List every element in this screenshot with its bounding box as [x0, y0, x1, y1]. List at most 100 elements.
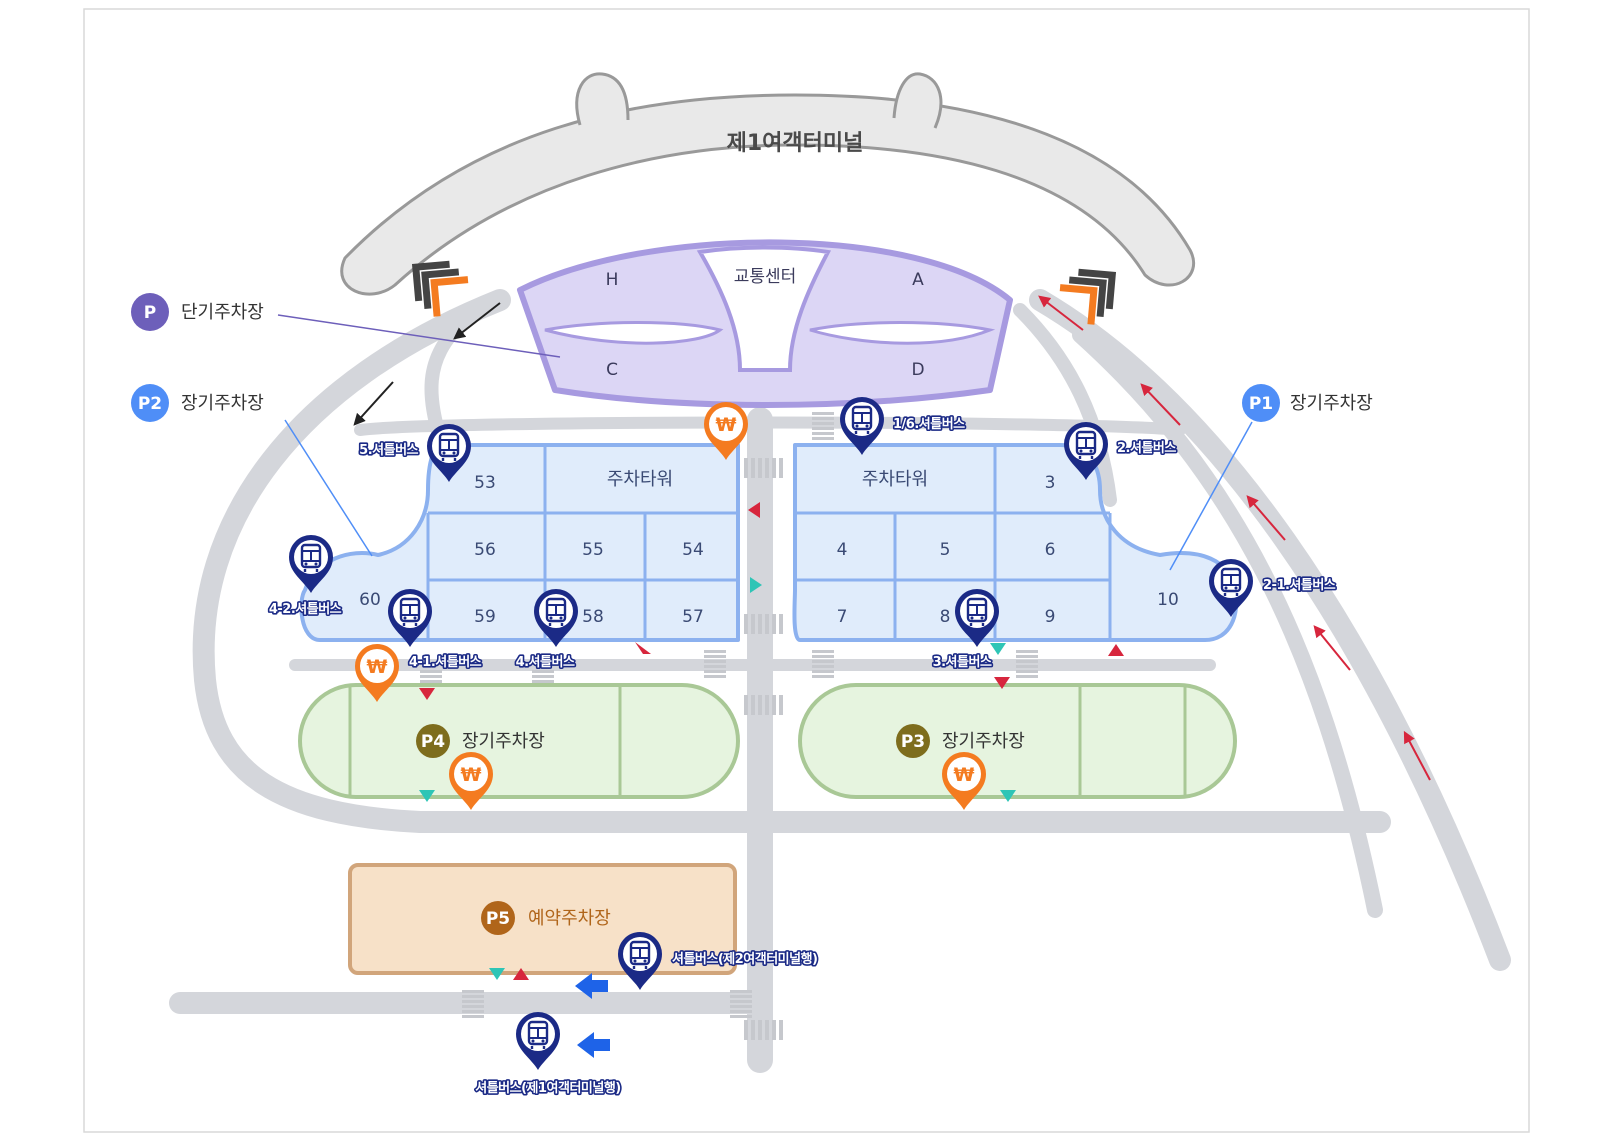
crosswalk-stripe: [420, 670, 442, 673]
zone-6: 6: [1045, 540, 1056, 560]
crosswalk-stripe: [462, 1010, 484, 1013]
shuttle-label-4: 4.셔틀버스: [516, 654, 575, 670]
crosswalk-stripe: [812, 422, 834, 425]
crosswalk-stripe: [420, 680, 442, 683]
crosswalk-stripe: [812, 417, 834, 420]
crosswalk-stripe: [730, 1005, 752, 1008]
shuttle-stop-to-t1[interactable]: 셔틀버스(제1여객터미널행): [474, 1010, 623, 1098]
crosswalk-stripe: [812, 412, 834, 415]
crosswalk-stripe: [462, 1015, 484, 1018]
chevron-right-icon: [1059, 268, 1117, 325]
toll-symbol: ₩: [367, 656, 388, 678]
crosswalk-stripe: [812, 437, 834, 440]
traffic-arrows: [353, 295, 1431, 781]
crosswalk-stripe: [744, 1020, 748, 1040]
zone-5: 5: [940, 540, 951, 560]
crosswalk-stripe: [758, 1020, 762, 1040]
crosswalk-stripe: [751, 614, 755, 634]
crosswalk-stripe: [704, 660, 726, 663]
crosswalk-stripe: [779, 458, 783, 478]
zone-d: D: [911, 360, 924, 380]
zone-10: 10: [1157, 590, 1179, 610]
p4-badge: [416, 724, 450, 758]
toll-pin-p4[interactable]: ₩: [449, 752, 493, 810]
crosswalk-stripe: [462, 990, 484, 993]
road-inner-right: [1013, 303, 1117, 507]
crosswalk-stripe: [704, 665, 726, 668]
p5-badge-text: P5: [486, 909, 510, 929]
shuttle-stop-to-t2[interactable]: 셔틀버스(제2여객터미널행): [616, 930, 820, 992]
crosswalk-stripe: [744, 614, 748, 634]
shuttle-stop-2[interactable]: 2.셔틀버스: [1062, 420, 1178, 482]
toll-symbol: ₩: [954, 764, 975, 786]
toll-pin-p3[interactable]: ₩: [942, 752, 986, 810]
crosswalk-stripe: [1016, 660, 1038, 663]
crosswalk-stripe: [730, 1015, 752, 1018]
shuttle-stop-4-1[interactable]: 4-1.셔틀버스: [386, 587, 484, 672]
zone-60: 60: [359, 590, 381, 610]
shuttle-label-4-1: 4-1.셔틀버스: [409, 654, 482, 670]
crosswalk-stripe: [730, 995, 752, 998]
crosswalk-stripe: [779, 695, 783, 715]
p2-label: 장기주차장: [181, 393, 264, 414]
crosswalk-stripe: [772, 458, 776, 478]
crosswalk-stripe: [765, 614, 769, 634]
crosswalk-stripe: [462, 995, 484, 998]
shuttle-stop-5[interactable]: 5.셔틀버스: [358, 422, 473, 484]
p3-badge-text: P3: [901, 732, 925, 752]
p4-label: 장기주차장: [462, 731, 545, 752]
toll-symbol: ₩: [461, 764, 482, 786]
p1-label: 장기주차장: [1290, 393, 1373, 414]
zone-53: 53: [474, 473, 496, 493]
zone-7: 7: [837, 607, 848, 627]
shuttle-label-to-t2: 셔틀버스(제2여객터미널행): [672, 951, 818, 967]
shuttle-stop-1-6[interactable]: 1/6.셔틀버스: [838, 395, 967, 457]
toll-pin-tower[interactable]: ₩: [704, 402, 748, 460]
crosswalk-stripe: [704, 675, 726, 678]
crosswalk-stripe: [772, 614, 776, 634]
shuttle-stop-3[interactable]: 3.셔틀버스: [931, 587, 1001, 672]
crosswalk-stripe: [532, 680, 554, 683]
p3-lot: P3 장기주차장: [798, 683, 1237, 799]
crosswalk-stripe: [730, 1010, 752, 1013]
crosswalk-stripe: [730, 1000, 752, 1003]
zone-57: 57: [682, 607, 704, 627]
short-term-badge: [131, 293, 169, 331]
crosswalk-stripe: [812, 665, 834, 668]
road-outer-right: [1029, 289, 1511, 971]
p5-badge: [481, 901, 515, 935]
shuttle-label-to-t1: 셔틀버스(제1여객터미널행): [475, 1080, 621, 1096]
crosswalk-stripe: [1016, 675, 1038, 678]
legend-short-term[interactable]: P 단기주차장: [131, 293, 561, 358]
toll-pin-p4-west[interactable]: ₩: [355, 644, 399, 702]
crosswalk-stripe: [772, 695, 776, 715]
terminal-name: 제1여객터미널: [727, 131, 864, 156]
crosswalk-stripe: [704, 650, 726, 653]
crosswalk-stripe: [812, 427, 834, 430]
p4-badge-text: P4: [421, 732, 445, 752]
crosswalk-stripe: [1016, 655, 1038, 658]
crosswalk-stripe: [744, 695, 748, 715]
toll-symbol: ₩: [716, 414, 737, 436]
zone-56: 56: [474, 540, 496, 560]
legend-p1[interactable]: P1 장기주차장: [1169, 384, 1373, 571]
shuttle-stop-4[interactable]: 4.셔틀버스: [514, 587, 580, 672]
crosswalk-stripe: [765, 1020, 769, 1040]
crosswalk-stripe: [730, 990, 752, 993]
p3-badge: [896, 724, 930, 758]
crosswalk-stripe: [812, 655, 834, 658]
bus-direction-left-icon: [575, 973, 608, 999]
legend-p2[interactable]: P2 장기주차장: [131, 384, 373, 557]
shuttle-label-4-2: 4-2.셔틀버스: [269, 601, 342, 617]
shuttle-label-3: 3.셔틀버스: [933, 654, 992, 670]
p2-badge-text: P2: [138, 394, 162, 414]
zone-58: 58: [582, 607, 604, 627]
crosswalk-stripe: [758, 614, 762, 634]
crosswalk-stripe: [704, 655, 726, 658]
crosswalk-stripe: [765, 695, 769, 715]
p3-label: 장기주차장: [942, 731, 1025, 752]
shuttle-stop-4-2[interactable]: 4-2.셔틀버스: [267, 533, 344, 619]
crosswalk-stripe: [812, 660, 834, 663]
shuttle-stop-2-1[interactable]: 2-1.셔틀버스: [1207, 557, 1338, 619]
crosswalk-stripe: [812, 650, 834, 653]
